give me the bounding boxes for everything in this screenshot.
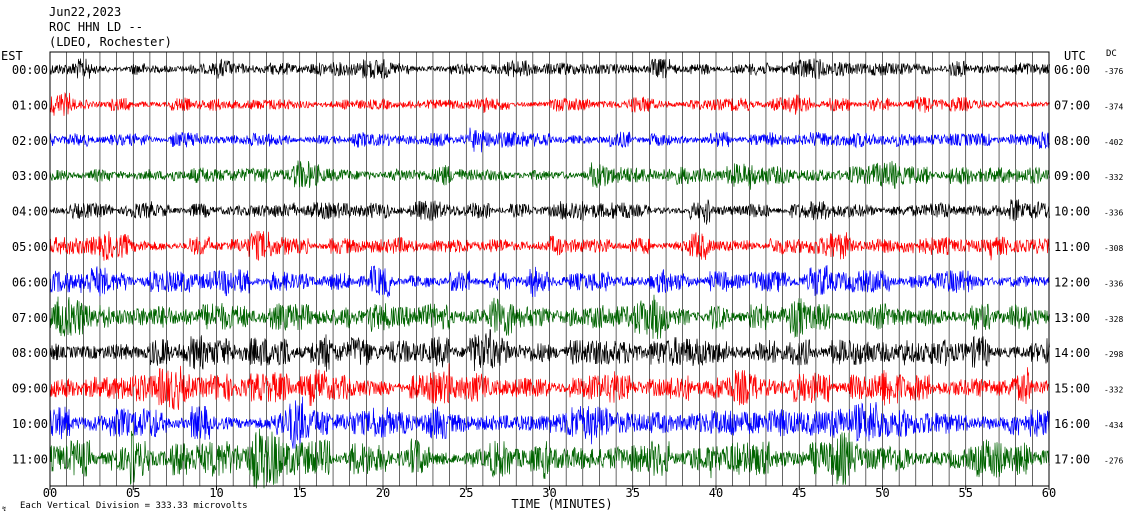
trace-row-0000	[49, 58, 1050, 80]
utc-time-label: 06:00	[1054, 63, 1090, 77]
utc-time-label: 14:00	[1054, 346, 1090, 360]
trace-row-0800	[49, 328, 1050, 372]
utc-time-label: 13:00	[1054, 311, 1090, 325]
corner-mark-icon: ↯	[2, 505, 6, 513]
utc-time-label: 07:00	[1054, 98, 1090, 112]
left-zone-label: EST	[1, 49, 23, 63]
local-time-label: 00:00	[12, 63, 48, 77]
chart-network: (LDEO, Rochester)	[49, 35, 172, 49]
trace-row-0200	[49, 127, 1050, 153]
x-tick-label: 50	[875, 486, 889, 500]
dc-value-label: -336	[1104, 279, 1123, 288]
dc-value-label: -336	[1104, 209, 1123, 218]
x-tick-label: 05	[126, 486, 140, 500]
utc-time-label: 16:00	[1054, 417, 1090, 431]
scale-note: Each Vertical Division = 333.33 microvol…	[20, 501, 248, 511]
local-time-label: 09:00	[12, 382, 48, 396]
local-time-label: 02:00	[12, 134, 48, 148]
chart-station: ROC HHN LD --	[49, 20, 143, 34]
dc-value-label: -328	[1104, 315, 1123, 324]
x-tick-label: 55	[959, 486, 973, 500]
local-time-label: 10:00	[12, 417, 48, 431]
local-time-label: 04:00	[12, 205, 48, 219]
local-time-label: 07:00	[12, 311, 48, 325]
dc-value-label: -332	[1104, 173, 1123, 182]
right-zone-label: UTC	[1064, 49, 1086, 63]
dc-value-label: -434	[1104, 421, 1123, 430]
x-tick-label: 30	[542, 486, 556, 500]
local-time-label: 03:00	[12, 169, 48, 183]
trace-row-0400	[49, 199, 1050, 225]
x-tick-label: 10	[209, 486, 223, 500]
trace-row-0700	[49, 294, 1050, 340]
dc-value-label: -276	[1104, 456, 1123, 465]
x-tick-label: 60	[1042, 486, 1056, 500]
local-time-label: 08:00	[12, 346, 48, 360]
trace-row-0600	[49, 265, 1050, 298]
utc-time-label: 15:00	[1054, 382, 1090, 396]
dc-value-label: -332	[1104, 386, 1123, 395]
row-labels: 00:00 06:00 -376 01:00 07:00 -374 02:00 08:00 -4…	[12, 63, 1124, 466]
x-tick-label: 40	[709, 486, 723, 500]
trace-row-0100	[49, 92, 1050, 116]
x-tick-label: 00	[43, 486, 57, 500]
utc-time-label: 11:00	[1054, 240, 1090, 254]
utc-time-label: 09:00	[1054, 169, 1090, 183]
local-time-label: 11:00	[12, 452, 48, 466]
trace-row-1000	[49, 396, 1050, 449]
dc-value-label: -376	[1104, 67, 1123, 76]
x-tick-label: 15	[293, 486, 307, 500]
dc-value-label: -308	[1104, 244, 1123, 253]
x-axis-title: TIME (MINUTES)	[511, 497, 612, 511]
trace-row-0900	[49, 363, 1050, 410]
utc-time-label: 08:00	[1054, 134, 1090, 148]
trace-row-0500	[49, 230, 1050, 261]
chart-date: Jun22,2023	[49, 5, 121, 19]
utc-time-label: 10:00	[1054, 205, 1090, 219]
local-time-label: 06:00	[12, 275, 48, 289]
trace-row-0300	[49, 160, 1050, 190]
x-tick-label: 45	[792, 486, 806, 500]
utc-time-label: 12:00	[1054, 275, 1090, 289]
x-tick-label: 35	[626, 486, 640, 500]
x-tick-label: 25	[459, 486, 473, 500]
dc-value-label: -402	[1104, 138, 1123, 147]
trace-row-1100	[49, 428, 1050, 489]
seismic-traces	[49, 58, 1050, 489]
utc-time-label: 17:00	[1054, 452, 1090, 466]
dc-value-label: -298	[1104, 350, 1123, 359]
x-axis: 00 05 10 15 20 25 30 35 40 45 50 55 60	[43, 486, 1056, 500]
local-time-label: 05:00	[12, 240, 48, 254]
dc-value-label: -374	[1104, 102, 1123, 111]
x-tick-label: 20	[376, 486, 390, 500]
dc-header-label: DC	[1106, 49, 1117, 59]
local-time-label: 01:00	[12, 98, 48, 112]
